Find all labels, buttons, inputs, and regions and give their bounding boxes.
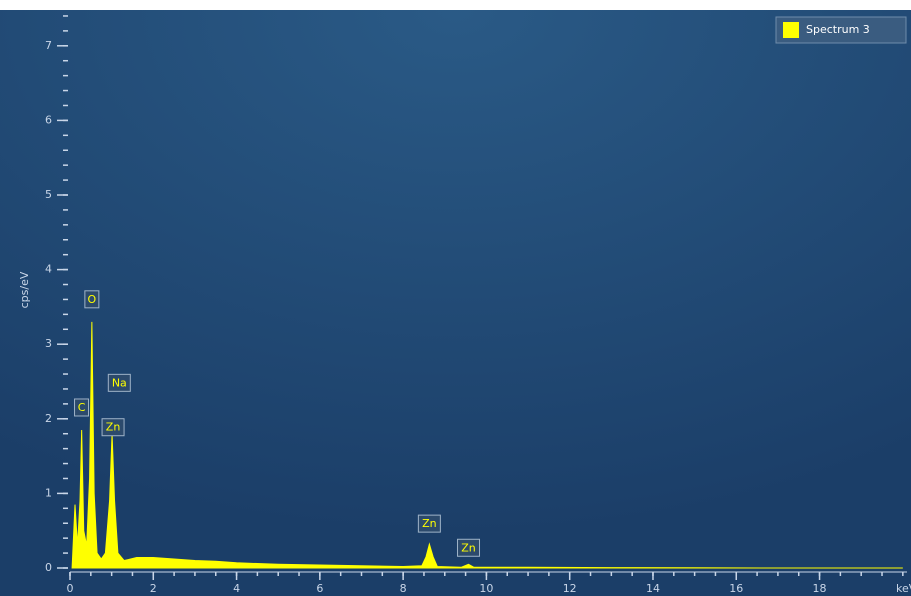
peak-label-box — [457, 538, 481, 557]
peak-label-text: Zn — [422, 517, 437, 530]
peak-label-box — [84, 290, 100, 309]
x-tick-label: 0 — [67, 582, 74, 595]
plot-background — [0, 10, 911, 596]
peak-label-text: O — [88, 293, 97, 306]
x-tick-label: 16 — [729, 582, 743, 595]
peak-label-box — [107, 373, 131, 392]
spectrum-area — [71, 321, 903, 569]
y-tick-label: 3 — [45, 337, 52, 350]
peak-label-box — [101, 418, 125, 437]
peak-label-box — [74, 398, 90, 417]
peak-label: Zn — [457, 538, 481, 557]
x-tick-label: 18 — [813, 582, 827, 595]
peak-label-text: Zn — [461, 541, 476, 554]
peak-label-text: Na — [112, 376, 127, 389]
x-tick-label: 10 — [479, 582, 493, 595]
x-axis-label: keV — [896, 582, 911, 595]
x-tick-label: 8 — [400, 582, 407, 595]
x-tick-label: 12 — [563, 582, 577, 595]
legend-swatch — [783, 22, 799, 38]
y-tick-label: 0 — [45, 561, 52, 574]
peak-label-box — [417, 514, 441, 533]
peak-label-text: C — [78, 401, 86, 414]
y-axis-label: cps/eV — [18, 271, 31, 308]
peak-label: Na — [107, 373, 131, 392]
peak-label: C — [74, 398, 90, 417]
peak-label: Zn — [417, 514, 441, 533]
legend-label: Spectrum 3 — [806, 23, 870, 36]
legend[interactable]: Spectrum 3 — [775, 16, 907, 44]
y-tick-label: 6 — [45, 113, 52, 126]
y-tick-label: 7 — [45, 39, 52, 52]
y-tick-label: 5 — [45, 188, 52, 201]
peak-label: Zn — [101, 418, 125, 437]
y-tick-label: 2 — [45, 412, 52, 425]
x-tick-label: 14 — [646, 582, 660, 595]
x-tick-label: 2 — [150, 582, 157, 595]
peak-label: O — [84, 290, 100, 309]
y-tick-label: 4 — [45, 263, 52, 276]
x-tick-label: 6 — [316, 582, 323, 595]
x-tick-label: 4 — [233, 582, 240, 595]
peak-label-text: Zn — [106, 421, 121, 434]
y-tick-label: 1 — [45, 486, 52, 499]
